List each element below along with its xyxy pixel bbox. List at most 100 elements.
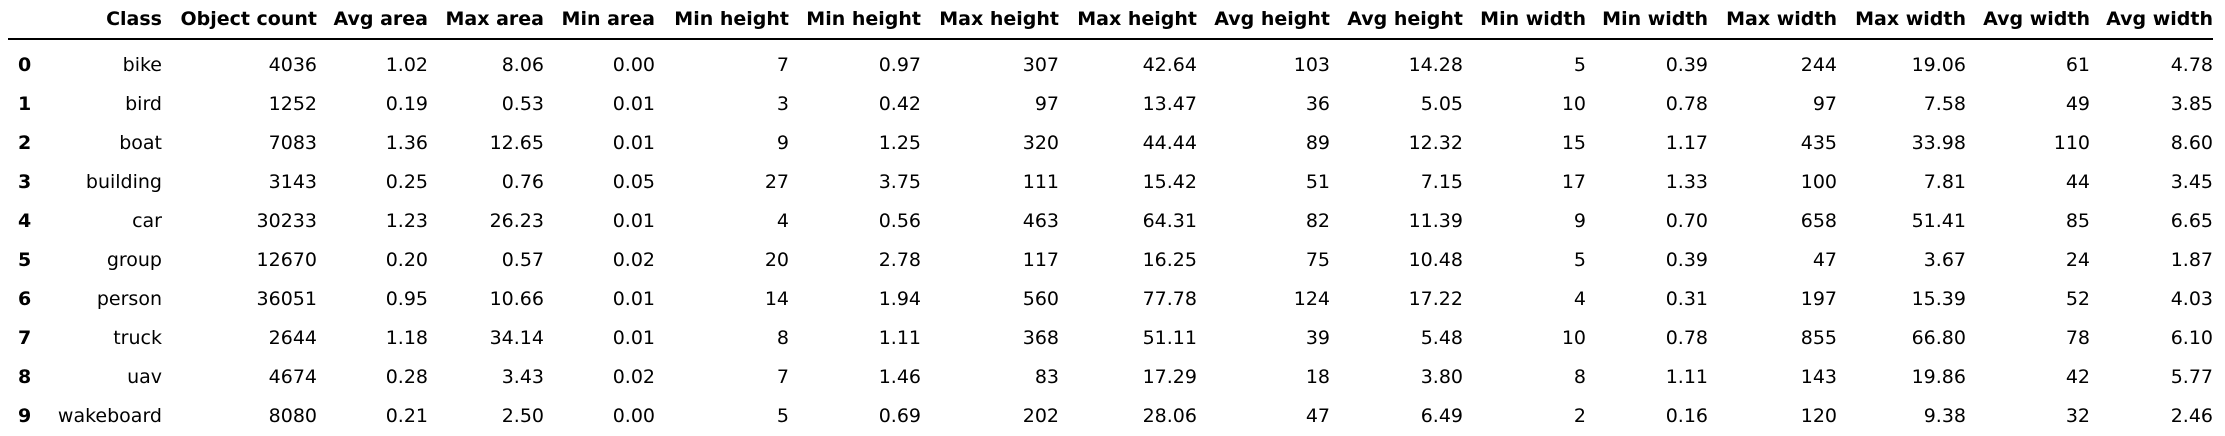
- table-row: 4 car 30233 1.23 26.23 0.01 4 0.56 463 64.31 82 11.…: [8, 202, 2213, 241]
- table-row: 5 group 12670 0.20 0.57 0.02 20 2.78 117 16.25 75 1…: [8, 241, 2213, 280]
- table-cell: 52: [2065, 288, 2090, 310]
- table-cell: 18: [1305, 366, 1330, 388]
- table-cell: 44: [2065, 171, 2090, 193]
- table-cell: 32: [2065, 405, 2090, 427]
- table-cell: 82: [1305, 210, 1330, 232]
- table-cell: 1.33: [1665, 171, 1708, 193]
- class-name-cell: uav: [127, 366, 162, 388]
- table-cell: 0.01: [612, 288, 655, 310]
- table-cell: 3.85: [2170, 93, 2213, 115]
- table-cell: 0.56: [878, 210, 921, 232]
- table-cell: 10.48: [1408, 249, 1463, 271]
- table-cell: 244: [1800, 54, 1837, 76]
- table-cell: 20: [764, 249, 789, 271]
- table-cell: 2644: [268, 327, 317, 349]
- table-cell: 658: [1800, 210, 1837, 232]
- table-cell: 117: [1022, 249, 1059, 271]
- table-cell: 33.98: [1911, 132, 1966, 154]
- table-cell: 855: [1800, 327, 1837, 349]
- table-cell: 0.70: [1665, 210, 1708, 232]
- table-cell: 1.11: [878, 327, 921, 349]
- table-cell: 10.66: [489, 288, 544, 310]
- table-cell: 36051: [256, 288, 317, 310]
- table-cell: 77.78: [1142, 288, 1197, 310]
- table-row: 2 boat 7083 1.36 12.65 0.01 9 1.25 320 44.44 89 12.…: [8, 124, 2213, 163]
- table-cell: 36: [1305, 93, 1330, 115]
- table-cell: 560: [1022, 288, 1059, 310]
- table-body: 0 bike 4036 1.02 8.06 0.00 7 0.97 307 42.64 103 14.…: [8, 39, 2213, 436]
- table-cell: 0.01: [612, 210, 655, 232]
- table-cell: 15: [1561, 132, 1586, 154]
- row-index: 8: [18, 366, 32, 388]
- table-row: 8 uav 4674 0.28 3.43 0.02 7 1.46 83 17.29 18 3.80 8 1…: [8, 358, 2213, 397]
- page: Class Object count Avg area Max area Min are…: [8, 0, 2213, 426]
- table-cell: 85: [2065, 210, 2090, 232]
- table-cell: 111: [1022, 171, 1059, 193]
- table-cell: 7: [776, 366, 789, 388]
- table-cell: 78: [2065, 327, 2090, 349]
- table-cell: 17: [1561, 171, 1586, 193]
- table-cell: 120: [1800, 405, 1837, 427]
- column-header: Max height: [921, 0, 1059, 40]
- table-cell: 4: [1573, 288, 1586, 310]
- table-cell: 0.69: [878, 405, 921, 427]
- table-cell: 143: [1800, 366, 1837, 388]
- table-cell: 0.01: [612, 93, 655, 115]
- table-row: 1 bird 1252 0.19 0.53 0.01 3 0.42 97 13.47 36 5.05 1…: [8, 85, 2213, 124]
- table-cell: 89: [1305, 132, 1330, 154]
- table-cell: 24: [2065, 249, 2090, 271]
- table-cell: 3.67: [1923, 249, 1966, 271]
- table-cell: 9: [1573, 210, 1586, 232]
- table-cell: 6.10: [2170, 327, 2213, 349]
- table-cell: 19.86: [1911, 366, 1966, 388]
- row-index: 1: [18, 93, 32, 115]
- table-cell: 7.15: [1420, 171, 1463, 193]
- table-cell: 17.29: [1142, 366, 1197, 388]
- table-cell: 0.21: [385, 405, 428, 427]
- column-header: Min area: [544, 0, 655, 40]
- table-cell: 0.53: [501, 93, 544, 115]
- column-header: Avg height: [1197, 0, 1330, 40]
- table-cell: 6.49: [1420, 405, 1463, 427]
- table-cell: 15.39: [1911, 288, 1966, 310]
- table-cell: 4674: [268, 366, 317, 388]
- table-cell: 1.36: [385, 132, 428, 154]
- table-cell: 110: [2053, 132, 2090, 154]
- table-cell: 1.25: [878, 132, 921, 154]
- table-cell: 0.57: [501, 249, 544, 271]
- column-header: Min height: [655, 0, 789, 40]
- row-index: 5: [18, 249, 32, 271]
- table-cell: 197: [1800, 288, 1837, 310]
- table-cell: 0.78: [1665, 327, 1708, 349]
- table-cell: 14: [764, 288, 789, 310]
- class-name-cell: wakeboard: [57, 405, 162, 427]
- class-name-cell: truck: [113, 327, 162, 349]
- table-cell: 1.46: [878, 366, 921, 388]
- table-cell: 4.03: [2170, 288, 2213, 310]
- table-cell: 44.44: [1142, 132, 1197, 154]
- table-cell: 5.48: [1420, 327, 1463, 349]
- table-row: 6 person 36051 0.95 10.66 0.01 14 1.94 560 77.78 1…: [8, 280, 2213, 319]
- row-index: 7: [18, 327, 32, 349]
- row-index: 2: [18, 132, 32, 154]
- table-cell: 0.16: [1665, 405, 1708, 427]
- table-cell: 100: [1800, 171, 1837, 193]
- table-cell: 66.80: [1911, 327, 1966, 349]
- class-name-cell: bird: [125, 93, 162, 115]
- table-cell: 3: [776, 93, 789, 115]
- table-cell: 47: [1812, 249, 1837, 271]
- table-cell: 42: [2065, 366, 2090, 388]
- table-cell: 5: [776, 405, 789, 427]
- table-header: Class Object count Avg area Max area Min are…: [8, 0, 2213, 40]
- table-cell: 9.38: [1923, 405, 1966, 427]
- table-cell: 5.05: [1420, 93, 1463, 115]
- table-cell: 0.20: [385, 249, 428, 271]
- table-cell: 10: [1561, 93, 1586, 115]
- table-cell: 1.17: [1665, 132, 1708, 154]
- table-cell: 17.22: [1408, 288, 1463, 310]
- table-cell: 97: [1034, 93, 1059, 115]
- table-cell: 51.11: [1142, 327, 1197, 349]
- table-cell: 8.06: [501, 54, 544, 76]
- table-cell: 3.75: [878, 171, 921, 193]
- column-header: Min height: [789, 0, 921, 40]
